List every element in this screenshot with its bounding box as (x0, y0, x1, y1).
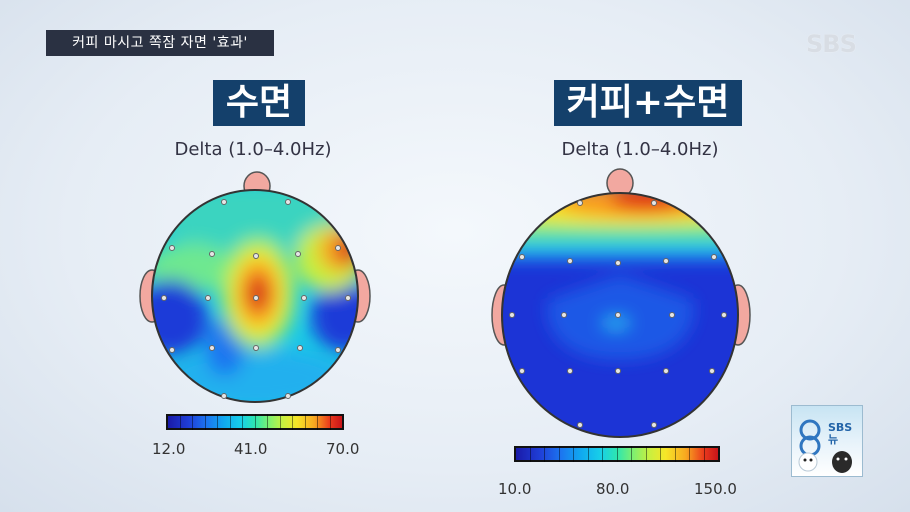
electrode-marker (169, 245, 175, 251)
electrode-marker (253, 345, 259, 351)
band-label-sleep: Delta (1.0–4.0Hz) (174, 139, 332, 160)
electrode-marker (295, 251, 301, 257)
news-caption: 커피 마시고 쪽잠 자면 '효과' (46, 30, 274, 56)
electrode-marker (221, 199, 227, 205)
colorbar-mid-label-sleep: 41.0 (234, 440, 268, 458)
electrode-marker (519, 368, 525, 374)
colorbar-mid-label-coffee-sleep: 80.0 (596, 480, 630, 498)
electrode-marker (663, 368, 669, 374)
sbs-news-mascot-badge: SBS 뉴 (791, 405, 863, 477)
electrode-marker (285, 199, 291, 205)
electrode-marker (567, 258, 573, 264)
electrode-marker (615, 260, 621, 266)
electrode-marker (519, 254, 525, 260)
eeg-topomap-coffee-sleep (491, 168, 751, 438)
mascot-illustration (798, 419, 852, 473)
electrode-marker (577, 200, 583, 206)
electrode-marker (285, 393, 291, 399)
electrode-marker (221, 393, 227, 399)
colorbar-sleep (166, 414, 344, 430)
electrode-marker (651, 422, 657, 428)
electrode-marker (209, 345, 215, 351)
electrode-marker (721, 312, 727, 318)
colorbar-min-label-coffee-sleep: 10.0 (498, 480, 532, 498)
electrode-marker (335, 347, 341, 353)
electrode-marker (253, 253, 259, 259)
electrode-marker (663, 258, 669, 264)
panel-title-sleep: 수면 (213, 80, 305, 126)
electrode-marker (651, 200, 657, 206)
electrode-marker (567, 368, 573, 374)
colorbar-min-label-sleep: 12.0 (152, 440, 186, 458)
eeg-topomap-sleep (139, 171, 371, 403)
electrode-markers (161, 199, 351, 399)
electrode-marker (253, 295, 259, 301)
mascot-badge-line1: SBS (828, 421, 853, 434)
electrode-marker (161, 295, 167, 301)
electrode-marker (297, 345, 303, 351)
colorbar-max-label-coffee-sleep: 150.0 (694, 480, 737, 498)
electrode-marker (669, 312, 675, 318)
scalp-outline (151, 189, 359, 403)
electrode-marker (301, 295, 307, 301)
electrode-marker (345, 295, 351, 301)
electrode-marker (169, 347, 175, 353)
electrode-marker (615, 312, 621, 318)
scalp-outline (501, 192, 739, 438)
band-label-coffee-sleep: Delta (1.0–4.0Hz) (561, 139, 719, 160)
electrode-marker (509, 312, 515, 318)
electrode-marker (209, 251, 215, 257)
electrode-marker (711, 254, 717, 260)
mascot-badge-line2: 뉴 (828, 433, 839, 446)
sbs-logo: SBS (806, 30, 857, 58)
electrode-marker (615, 368, 621, 374)
electrode-marker (561, 312, 567, 318)
electrode-markers (509, 200, 727, 428)
colorbar-max-label-sleep: 70.0 (326, 440, 360, 458)
electrode-marker (709, 368, 715, 374)
colorbar-coffee-sleep (514, 446, 720, 462)
electrode-marker (335, 245, 341, 251)
panel-title-coffee-sleep: 커피+수면 (554, 80, 742, 126)
electrode-marker (205, 295, 211, 301)
electrode-marker (577, 422, 583, 428)
